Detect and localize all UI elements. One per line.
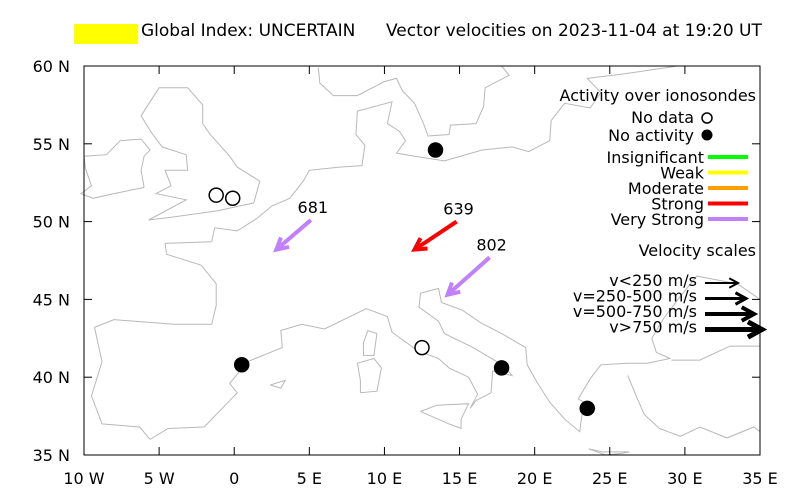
coastline xyxy=(671,345,760,361)
coastline xyxy=(362,329,378,356)
coastline xyxy=(79,138,151,199)
legend-no-activity-label: No activity xyxy=(608,126,694,145)
legend-velocity-label: v=250-500 m/s xyxy=(573,287,697,306)
legend-activity-title: Activity over ionosondes xyxy=(560,86,756,105)
legend-velocity-arrow xyxy=(705,291,750,306)
legend-velocity-label: v=500-750 m/s xyxy=(573,302,697,321)
lon-tick-label: 25 E xyxy=(592,469,628,488)
station-no-activity xyxy=(233,357,250,373)
lon-tick-label: 10 W xyxy=(63,469,104,488)
velocity-vector xyxy=(273,218,313,253)
velocity-value-label: 802 xyxy=(476,235,507,254)
station-no-activity xyxy=(579,400,595,417)
lat-tick-label: 55 N xyxy=(33,135,70,154)
velocity-vector xyxy=(411,219,458,252)
legend-no-data-label: No data xyxy=(631,108,694,127)
lon-tick-label: 35 E xyxy=(742,469,778,488)
lon-tick-label: 30 E xyxy=(667,469,703,488)
lat-tick-label: 60 N xyxy=(33,57,70,76)
velocity-vector xyxy=(444,255,491,298)
station-no-data xyxy=(224,190,241,207)
station-no-activity xyxy=(493,360,510,376)
velocity-value-label: 639 xyxy=(443,200,474,219)
coastline xyxy=(90,275,761,441)
station-no-activity xyxy=(427,142,444,158)
lat-tick-label: 50 N xyxy=(33,213,70,232)
legend-velocity-arrow xyxy=(705,277,741,289)
legend-level-label: Strong xyxy=(651,195,704,214)
legend-no-activity-symbol xyxy=(701,129,713,141)
legend-velocity-label: v>750 m/s xyxy=(609,318,697,337)
lon-tick-label: 5 W xyxy=(144,469,175,488)
lon-tick-label: 0 xyxy=(229,469,239,488)
velocity-value-label: 681 xyxy=(298,198,329,217)
lon-tick-label: 15 E xyxy=(442,469,478,488)
coastline xyxy=(356,357,382,394)
legend-level-label: Moderate xyxy=(628,179,704,198)
coastline xyxy=(270,379,287,389)
lat-tick-label: 35 N xyxy=(33,446,70,465)
legend-velocity-title: Velocity scales xyxy=(639,241,756,260)
legend-velocity-label: v<250 m/s xyxy=(609,271,697,290)
legend-level-label: Weak xyxy=(660,164,705,183)
station-no-data xyxy=(414,339,430,356)
station-no-data xyxy=(208,187,224,203)
lat-tick-label: 40 N xyxy=(33,368,70,387)
map-title: Vector velocities on 2023-11-04 at 19:20… xyxy=(386,21,762,41)
plot-frame xyxy=(83,65,761,456)
lat-tick-label: 45 N xyxy=(33,290,70,309)
lon-tick-label: 20 E xyxy=(517,469,553,488)
lon-tick-label: 10 E xyxy=(367,469,403,488)
coastline xyxy=(627,375,761,439)
legend-velocity-arrow xyxy=(705,305,759,323)
legend-velocity-arrow xyxy=(705,319,768,340)
legend-no-data-symbol xyxy=(701,112,713,124)
coastline xyxy=(588,448,630,456)
legend-level-label: Insignificant xyxy=(607,148,704,167)
global-index-swatch xyxy=(74,24,138,44)
lon-tick-label: 5 E xyxy=(297,469,322,488)
coastline xyxy=(94,65,678,328)
coastline xyxy=(420,403,470,430)
coastline xyxy=(317,65,510,137)
legend-level-label: Very Strong xyxy=(611,210,704,229)
global-index-label: Global Index: UNCERTAIN xyxy=(141,21,356,41)
coastline xyxy=(140,87,261,221)
